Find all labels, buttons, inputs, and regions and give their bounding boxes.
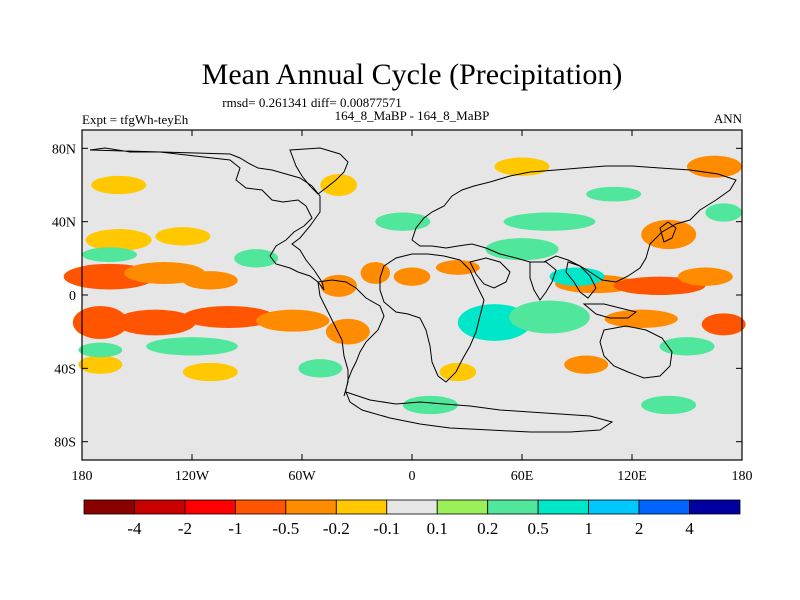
- chart-title: Mean Annual Cycle (Precipitation): [202, 58, 623, 91]
- colorbar-swatch: [285, 499, 337, 515]
- x-tick-label: 60E: [511, 469, 534, 484]
- anomaly-region: [298, 359, 343, 378]
- anomaly-region: [72, 306, 128, 339]
- anomaly-region: [509, 300, 590, 334]
- anomaly-region: [325, 318, 370, 345]
- coastline-arabia: [469, 257, 511, 289]
- anomaly-region: [115, 309, 196, 336]
- map-area: 180 120W 60W 0 60E 120E 180 80N 40N 0 40S 80S: [52, 129, 753, 484]
- anomaly-region: [182, 306, 275, 328]
- x-tick-label: 180: [732, 469, 753, 484]
- x-tick-label: 180: [72, 469, 93, 484]
- coastline-layer: [89, 147, 737, 433]
- coastline-greenland: [289, 147, 349, 195]
- anomaly-region: [91, 175, 147, 195]
- anomaly-region: [375, 212, 431, 231]
- colorbar-swatch: [689, 499, 741, 515]
- anomaly-region: [360, 262, 391, 284]
- anomaly-region: [503, 212, 596, 231]
- x-tick-label: 60W: [288, 469, 316, 484]
- anomaly-region: [182, 362, 238, 382]
- colorbar-label: 2: [635, 519, 644, 538]
- case-label: 164_8_MaBP - 164_8_MaBP: [335, 108, 490, 123]
- x-tick-label: 0: [409, 469, 416, 484]
- anomaly-region: [402, 395, 458, 415]
- anomaly-region: [677, 267, 733, 286]
- anomaly-region: [687, 155, 742, 178]
- anomaly-region: [182, 271, 238, 290]
- colorbar-swatch: [588, 499, 640, 515]
- anomaly-region: [604, 309, 678, 329]
- colorbar-label: -0.2: [323, 519, 350, 538]
- colorbar-label: -0.5: [272, 519, 299, 538]
- coastline-antarctica: [345, 391, 614, 433]
- anomaly-region: [234, 249, 279, 268]
- x-tick-label: 120W: [175, 469, 210, 484]
- anomaly-region: [78, 342, 123, 358]
- coastline-japan: [659, 221, 677, 243]
- colorbar-label: 4: [685, 519, 694, 538]
- y-tick-label: 40N: [52, 216, 76, 231]
- y-tick-label: 40S: [54, 362, 76, 377]
- anomaly-region: [641, 219, 697, 250]
- anomaly-region: [485, 238, 559, 261]
- colorbar-swatch: [436, 499, 489, 515]
- anomaly-region: [85, 229, 152, 251]
- season-label: ANN: [714, 111, 743, 126]
- rmsd-diff-stats: rmsd= 0.261341 diff= 0.00877571: [222, 95, 401, 110]
- colorbar-label: -4: [127, 519, 142, 538]
- colorbar-label: -1: [228, 519, 242, 538]
- colorbar-swatch: [335, 499, 388, 515]
- colorbar-label: 1: [584, 519, 593, 538]
- x-axis: 180 120W 60W 0 60E 120E 180: [72, 130, 753, 484]
- anomaly-region: [641, 395, 697, 415]
- coastline-eurasia: [411, 165, 737, 283]
- coastline-africa: [379, 253, 485, 383]
- anomaly-region: [82, 247, 137, 262]
- y-axis: 80N 40N 0 40S 80S: [52, 142, 742, 451]
- coastline-south-america: [317, 279, 385, 397]
- colorbar-swatch: [386, 499, 438, 515]
- anomaly-region: [439, 362, 477, 382]
- anomaly-layer: [63, 155, 746, 415]
- colorbar: -4 -2 -1 -0.5 -0.2 -0.1 0.1 0.2 0.5 1 2 4: [83, 499, 741, 538]
- anomaly-region: [393, 267, 431, 286]
- y-tick-label: 80S: [54, 436, 76, 451]
- y-tick-label: 80N: [52, 142, 76, 157]
- anomaly-region: [586, 186, 642, 202]
- colorbar-swatch: [134, 499, 186, 515]
- anomaly-region: [320, 174, 357, 196]
- colorbar-swatch: [83, 499, 135, 515]
- coastline-maritime-continent: [582, 303, 638, 319]
- colorbar-swatch: [234, 499, 287, 515]
- anomaly-region: [705, 203, 743, 222]
- anomaly-region: [146, 337, 238, 356]
- anomaly-region: [155, 227, 211, 246]
- anomaly-region: [564, 355, 609, 374]
- anomaly-region: [659, 337, 715, 356]
- coastline-north-america: [89, 147, 325, 291]
- colorbar-label: 0.5: [528, 519, 549, 538]
- coastline-australia: [599, 325, 673, 379]
- colorbar-swatch: [487, 499, 539, 515]
- colorbar-swatch: [638, 499, 690, 515]
- x-tick-label: 120E: [617, 469, 647, 484]
- anomaly-region: [78, 355, 123, 374]
- coastline-india: [529, 261, 557, 301]
- colorbar-label: 0.2: [477, 519, 498, 538]
- colorbar-swatch: [184, 499, 236, 515]
- colorbar-label: -2: [178, 519, 192, 538]
- anomaly-region: [435, 260, 480, 275]
- y-tick-label: 0: [69, 289, 76, 304]
- colorbar-label: 0.1: [427, 519, 448, 538]
- colorbar-label: -0.1: [373, 519, 400, 538]
- coastline-southeast-asia: [565, 261, 597, 299]
- anomaly-region: [256, 309, 330, 332]
- colorbar-swatch: [537, 499, 590, 515]
- anomaly-region: [701, 313, 746, 336]
- anomaly-region: [494, 157, 550, 176]
- experiment-label: Expt = tfgWh-teyEh: [82, 112, 189, 127]
